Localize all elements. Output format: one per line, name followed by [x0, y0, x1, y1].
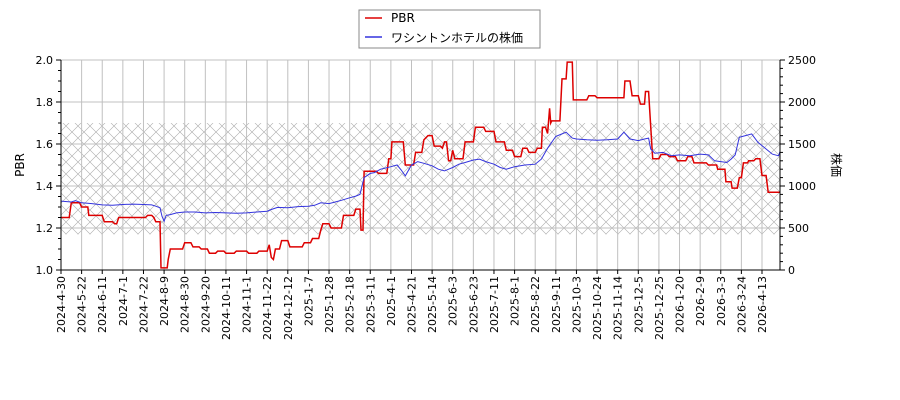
legend-label-pbr: PBR [391, 11, 415, 25]
x-tick-label: 2025-6-3 [447, 276, 460, 326]
x-tick-label: 2026-2-9 [694, 276, 707, 326]
x-tick-label: 2024-11-1 [241, 276, 254, 333]
x-tick-label: 2025-4-21 [406, 276, 419, 333]
y-right-tick-label: 2000 [788, 96, 816, 109]
x-tick-label: 2025-2-18 [344, 276, 357, 333]
y-left-tick-label: 1.2 [36, 222, 54, 235]
x-tick-label: 2025-5-14 [426, 276, 439, 333]
y-right-tick-label: 1000 [788, 180, 816, 193]
x-tick-label: 2024-5-22 [76, 276, 89, 333]
x-tick-label: 2025-7-11 [488, 276, 501, 333]
y-left-tick-label: 1.6 [36, 138, 54, 151]
x-tick-label: 2024-11-22 [261, 276, 274, 340]
x-tick-label: 2024-9-20 [199, 276, 212, 333]
x-tick-label: 2024-6-11 [96, 276, 109, 333]
y-left-tick-label: 1.0 [36, 264, 54, 277]
x-tick-label: 2025-8-22 [529, 276, 542, 333]
x-tick-label: 2024-12-12 [282, 276, 295, 340]
x-tick-label: 2025-6-23 [467, 276, 480, 333]
x-tick-label: 2024-10-11 [220, 276, 233, 340]
pbr-line [61, 61, 780, 269]
x-tick-label: 2025-10-3 [570, 276, 583, 333]
y-left-tick-label: 1.8 [36, 96, 54, 109]
y-axis-left: 1.0 1.2 1.4 1.6 1.8 2.0 [36, 54, 61, 277]
y-right-tick-label: 2500 [788, 54, 816, 67]
gridlines [60, 59, 780, 271]
y-right-tick-label: 0 [788, 264, 795, 277]
x-tick-label: 2026-4-13 [756, 276, 769, 333]
x-tick-label: 2024-8-9 [158, 276, 171, 326]
y-axis-right: 0 500 1000 1500 2000 2500 [780, 54, 816, 277]
x-tick-label: 2025-11-14 [612, 276, 625, 340]
legend: PBR ワシントンホテルの株価 [358, 9, 541, 49]
y-axis-right-title: 株価 [829, 153, 844, 177]
x-tick-label: 2024-8-30 [179, 276, 192, 333]
x-tick-label: 2025-4-1 [385, 276, 398, 326]
y-left-tick-label: 1.4 [36, 180, 54, 193]
x-tick-label: 2025-3-11 [364, 276, 377, 333]
x-tick-label: 2026-3-24 [735, 276, 748, 333]
x-tick-label: 2024-4-30 [55, 276, 68, 333]
y-axis-left-title: PBR [13, 153, 27, 177]
x-tick-label: 2024-7-22 [137, 276, 150, 333]
x-tick-label: 2025-1-7 [302, 276, 315, 326]
y-left-tick-label: 2.0 [36, 54, 54, 67]
x-tick-label: 2025-9-11 [550, 276, 563, 333]
y-right-tick-label: 1500 [788, 138, 816, 151]
hatched-band [61, 123, 780, 235]
x-tick-label: 2024-7-1 [117, 276, 130, 326]
x-tick-label: 2025-12-25 [653, 276, 666, 340]
stock-price-line [61, 131, 780, 223]
x-tick-label: 2026-1-20 [674, 276, 687, 333]
x-tick-label: 2026-3-3 [715, 276, 728, 326]
x-tick-label: 2025-12-5 [632, 276, 645, 333]
x-tick-label: 2025-8-1 [509, 276, 522, 326]
data-series [61, 61, 780, 269]
y-right-tick-label: 500 [788, 222, 809, 235]
legend-label-price: ワシントンホテルの株価 [391, 30, 523, 45]
x-axis: 2024-4-30 2024-5-22 2024-6-11 2024-7-1 2024-… [55, 270, 769, 340]
x-tick-label: 2025-10-24 [591, 276, 604, 340]
x-tick-label: 2025-1-28 [323, 276, 336, 333]
